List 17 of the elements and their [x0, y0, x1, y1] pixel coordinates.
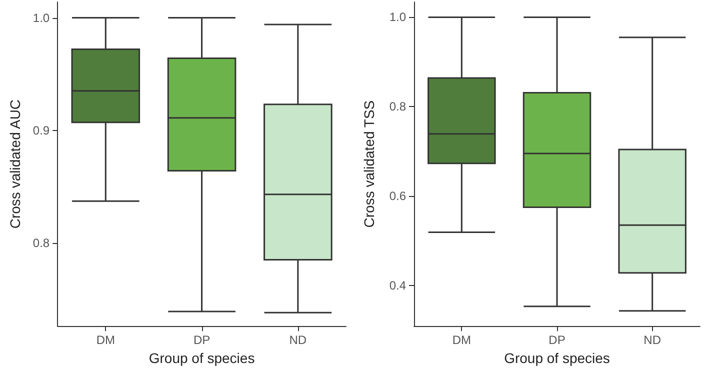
y-tick-label: 1.0 [389, 10, 406, 24]
y-tick-label: 0.9 [32, 123, 50, 138]
x-tick-label: DM [452, 333, 472, 348]
x-tick-label: ND [289, 333, 307, 348]
y-tick-label: 0.8 [32, 236, 50, 250]
y-tick-label: 0.6 [389, 189, 406, 204]
x-tick-label: DP [548, 333, 566, 348]
y-axis-title: Cross validated TSS [361, 100, 377, 228]
x-tick-label: DM [96, 333, 115, 348]
x-tick-label: ND [644, 333, 662, 348]
y-tick-label: 1.0 [32, 10, 50, 25]
y-tick-label: 0.8 [389, 100, 406, 114]
y-tick-label: 0.4 [389, 278, 406, 292]
x-axis-title: Group of species [504, 350, 610, 366]
x-axis-title: Group of species [148, 350, 255, 366]
x-tick-label: DP [193, 333, 210, 348]
y-axis-title: Cross validated AUC [7, 99, 23, 229]
